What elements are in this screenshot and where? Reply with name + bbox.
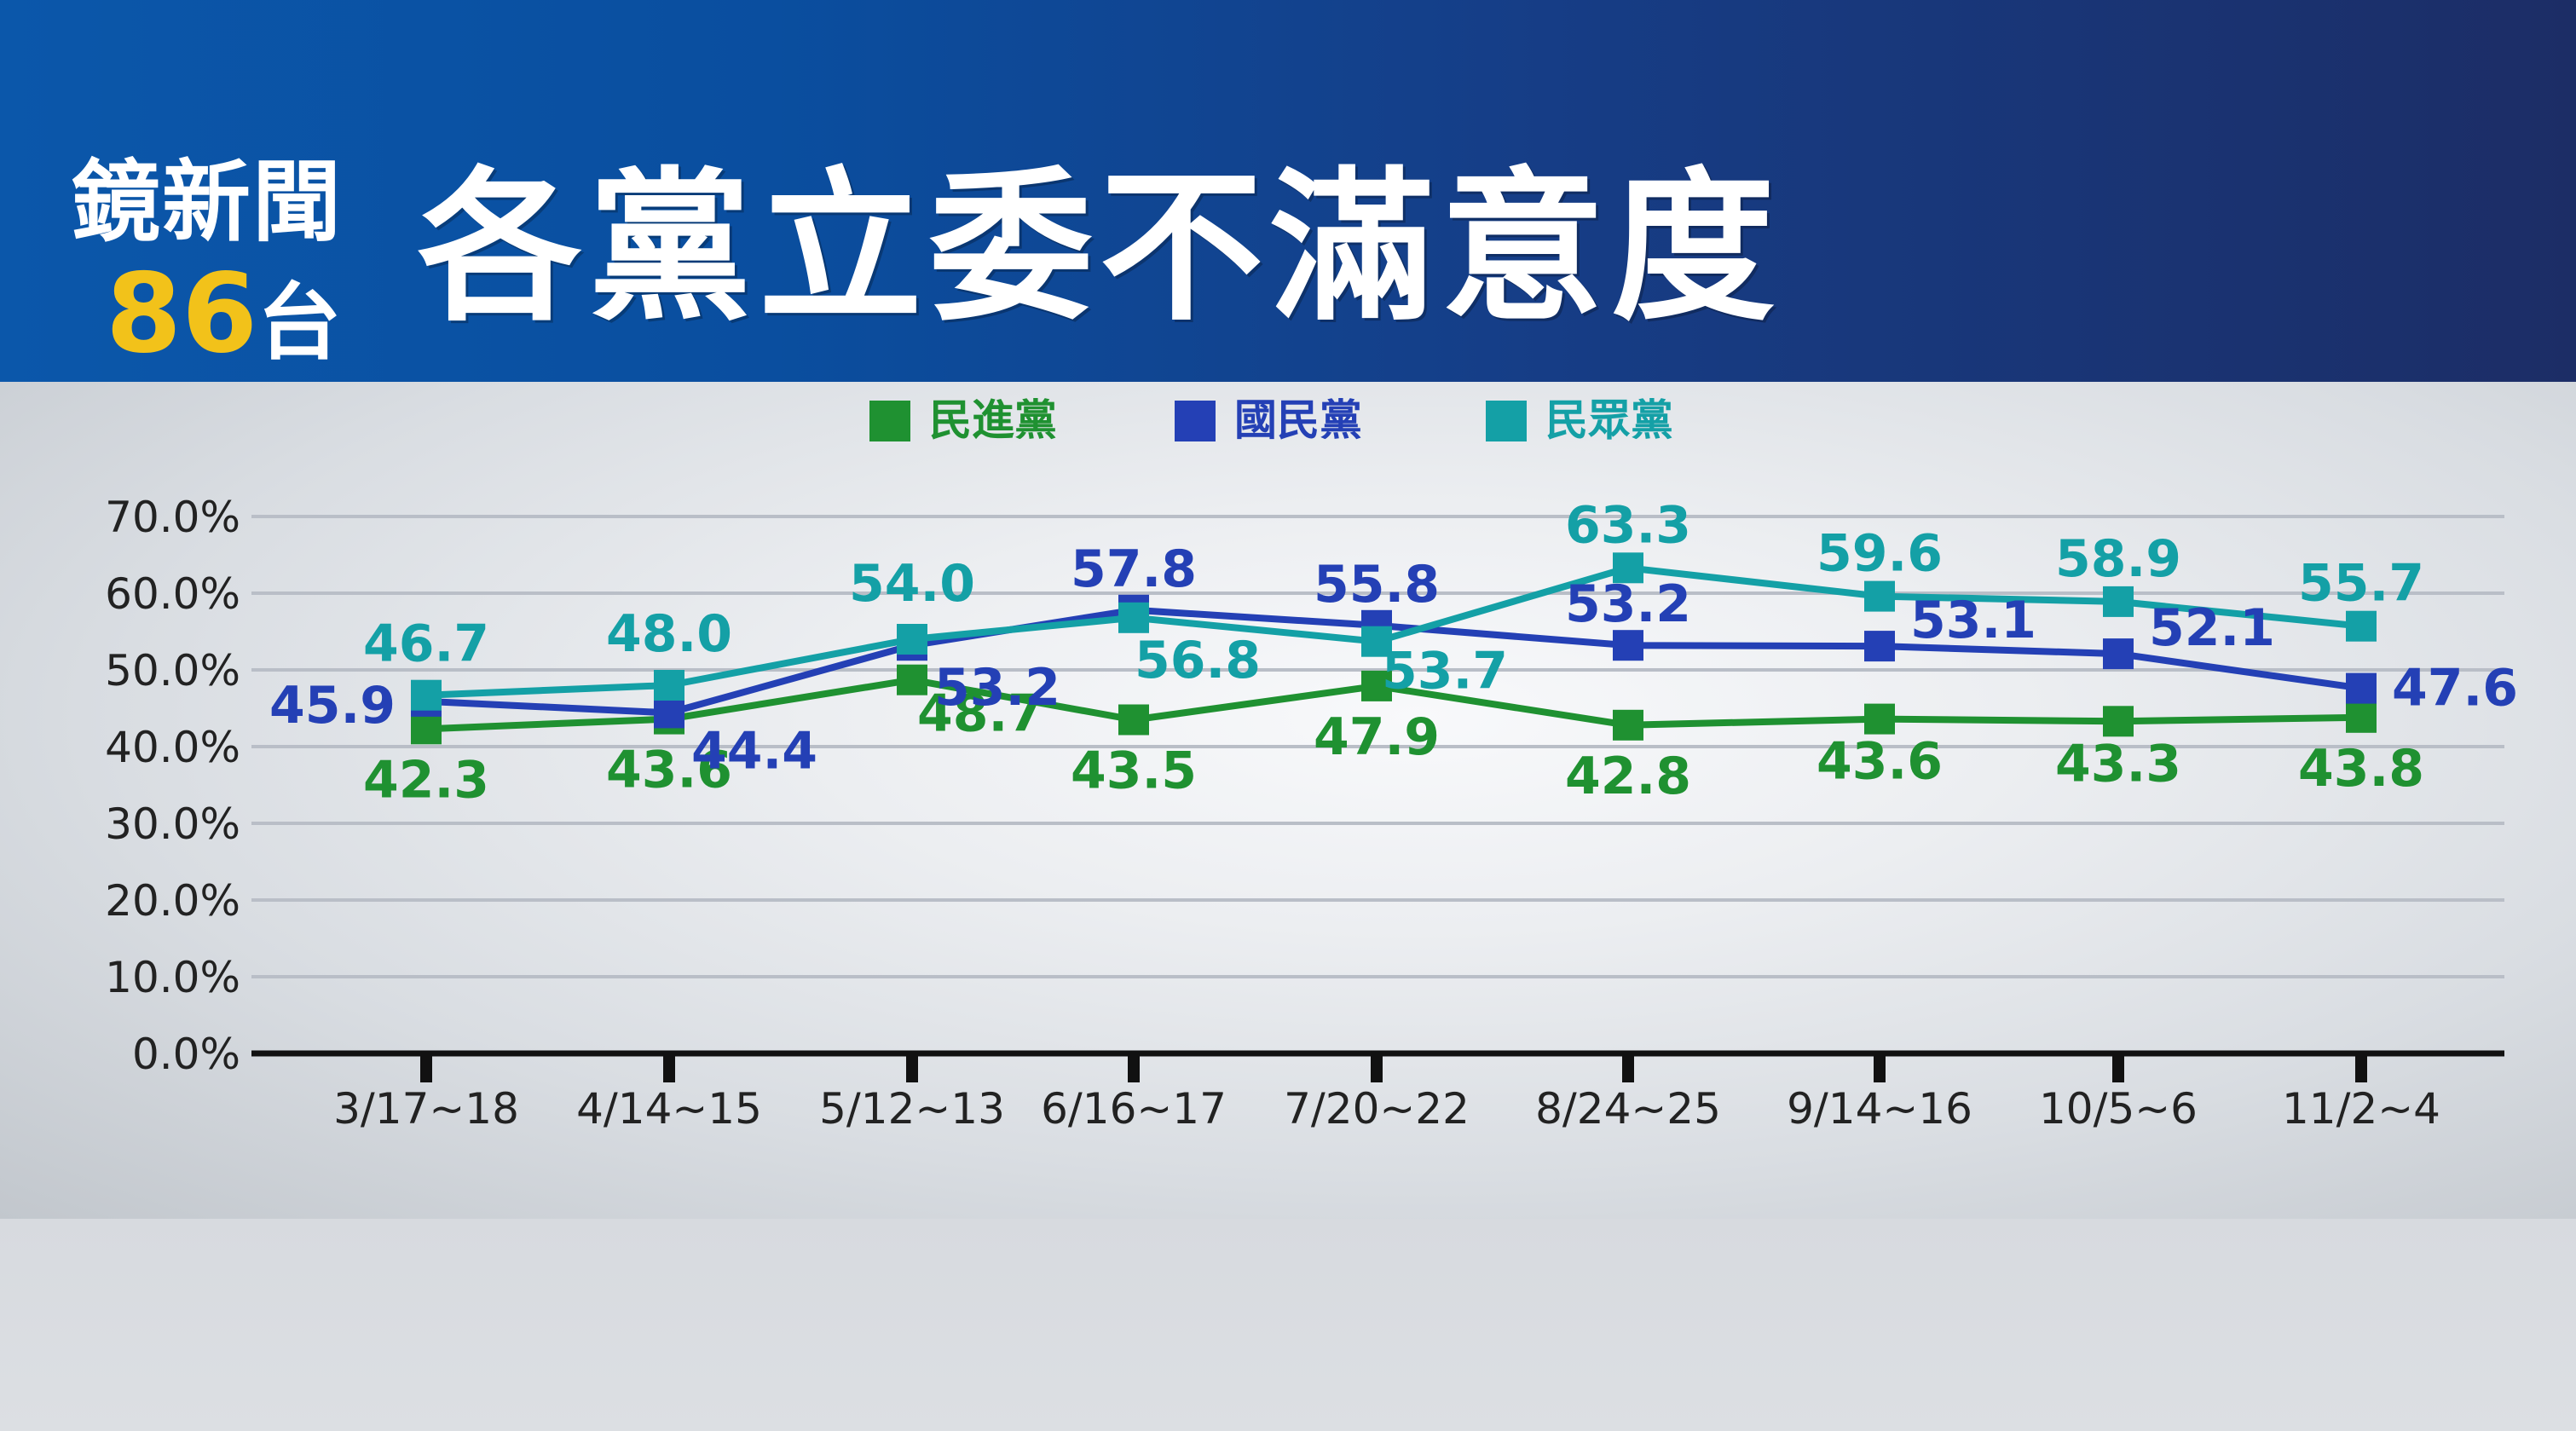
y-tick-label: 60.0% xyxy=(105,569,240,619)
marker-kmt xyxy=(654,697,684,729)
marker-dpp xyxy=(1118,704,1149,736)
y-tick-label: 40.0% xyxy=(105,723,240,772)
data-label-dpp: 43.6 xyxy=(1816,732,1943,792)
legend-swatch-kmt xyxy=(1175,401,1216,441)
marker-dpp xyxy=(1613,709,1643,741)
x-tick-label: 9/14~16 xyxy=(1787,1084,1972,1134)
data-label-kmt: 53.1 xyxy=(1910,591,2036,650)
marker-kmt xyxy=(2346,672,2377,704)
data-label-tpp: 54.0 xyxy=(849,554,975,614)
data-label-tpp: 48.0 xyxy=(606,604,732,664)
data-label-tpp: 59.6 xyxy=(1816,524,1943,584)
legend-label-dpp: 民進黨 xyxy=(929,395,1057,445)
x-tick-label: 10/5~6 xyxy=(2039,1084,2198,1134)
channel-suffix: 台 xyxy=(257,274,342,372)
marker-dpp xyxy=(2103,706,2134,737)
data-label-kmt: 57.8 xyxy=(1071,540,1197,599)
data-label-tpp: 46.7 xyxy=(363,615,489,674)
data-label-kmt: 52.1 xyxy=(2149,598,2275,658)
marker-dpp xyxy=(897,664,927,695)
x-tick-label: 6/16~17 xyxy=(1041,1084,1227,1134)
marker-tpp xyxy=(1118,602,1149,633)
bottom-band xyxy=(0,1219,2576,1431)
marker-dpp xyxy=(411,713,442,745)
x-tick-label: 11/2~4 xyxy=(2282,1084,2440,1134)
y-tick-label: 10.0% xyxy=(105,953,240,1002)
data-label-kmt: 47.6 xyxy=(2392,659,2518,718)
marker-tpp xyxy=(1864,580,1895,612)
marker-kmt xyxy=(2103,638,2134,670)
chart-title: 各黨立委不滿意度 xyxy=(418,152,1782,343)
data-label-dpp: 43.6 xyxy=(606,741,732,800)
x-tick-label: 3/17~18 xyxy=(333,1084,519,1134)
channel-logo-number: 86台 xyxy=(106,260,341,369)
marker-dpp xyxy=(2346,701,2377,733)
data-label-tpp: 53.7 xyxy=(1382,642,1508,701)
data-label-tpp: 58.9 xyxy=(2055,529,2181,589)
marker-kmt xyxy=(1613,630,1643,661)
y-tick-label: 70.0% xyxy=(105,493,240,542)
y-tick-label: 30.0% xyxy=(105,799,240,849)
data-label-kmt: 55.8 xyxy=(1314,555,1440,615)
y-tick-label: 20.0% xyxy=(105,876,240,926)
marker-tpp xyxy=(1613,552,1643,584)
x-tick-label: 7/20~22 xyxy=(1284,1084,1470,1134)
marker-tpp xyxy=(1361,626,1392,657)
channel-logo-name: 鏡新聞 xyxy=(72,150,344,254)
data-label-tpp: 55.7 xyxy=(2298,554,2424,614)
data-label-dpp: 48.7 xyxy=(917,684,1043,744)
y-tick-label: 50.0% xyxy=(105,646,240,695)
y-tick-label: 0.0% xyxy=(132,1030,240,1079)
header-banner: 鏡新聞 86台 各黨立委不滿意度 xyxy=(0,0,2576,382)
data-label-kmt: 44.4 xyxy=(691,721,817,781)
legend-label-kmt: 國民黨 xyxy=(1234,395,1362,445)
data-label-dpp: 47.9 xyxy=(1314,707,1440,767)
legend-swatch-dpp xyxy=(869,401,910,441)
data-label-kmt: 53.2 xyxy=(1565,574,1691,634)
legend-swatch-tpp xyxy=(1486,401,1527,441)
marker-tpp xyxy=(411,679,442,711)
marker-dpp xyxy=(1864,703,1895,735)
marker-tpp xyxy=(654,670,684,701)
marker-tpp xyxy=(2346,610,2377,642)
x-tick-label: 4/14~15 xyxy=(576,1084,762,1134)
x-tick-label: 8/24~25 xyxy=(1535,1084,1721,1134)
data-label-tpp: 56.8 xyxy=(1135,631,1261,690)
channel-number: 86 xyxy=(106,251,258,378)
data-label-kmt: 45.9 xyxy=(269,676,396,736)
x-tick-label: 5/12~13 xyxy=(819,1084,1005,1134)
data-label-tpp: 63.3 xyxy=(1565,495,1691,555)
marker-dpp xyxy=(1361,670,1392,701)
marker-kmt xyxy=(1864,631,1895,662)
data-label-dpp: 42.8 xyxy=(1565,747,1691,806)
marker-tpp xyxy=(2103,586,2134,617)
marker-tpp xyxy=(897,624,927,655)
data-label-kmt: 53.2 xyxy=(934,658,1060,718)
data-label-dpp: 43.3 xyxy=(2055,734,2181,793)
data-label-dpp: 42.3 xyxy=(363,750,489,810)
data-label-dpp: 43.8 xyxy=(2298,739,2424,799)
data-label-dpp: 43.5 xyxy=(1071,741,1197,801)
legend-label-tpp: 民眾黨 xyxy=(1545,395,1673,445)
